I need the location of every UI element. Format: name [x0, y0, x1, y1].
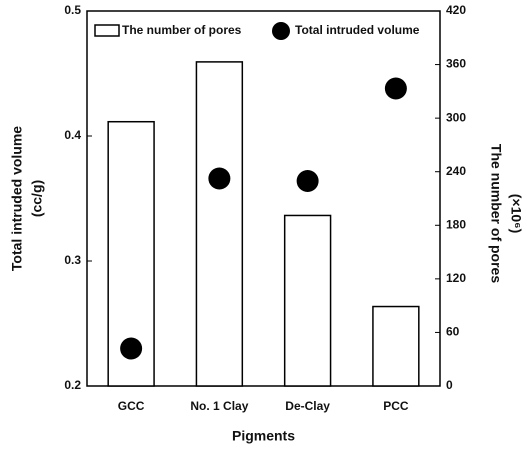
- legend-label: Total intruded volume: [295, 23, 420, 37]
- legend-label: The number of pores: [122, 23, 242, 37]
- y2-tick-label: 180: [446, 217, 466, 231]
- bar: [372, 305, 420, 387]
- y2-axis-title: The number of pores: [488, 144, 504, 283]
- y2-tick-label: 60: [446, 325, 460, 339]
- y-axis-title: Total intruded volume: [9, 126, 25, 271]
- y-tick-label: 0.5: [64, 3, 81, 17]
- y-axis-title: (cc/g): [29, 180, 45, 217]
- x-tick-label: No. 1 Clay: [190, 399, 248, 413]
- y2-tick-label: 120: [446, 271, 466, 285]
- x-tick-label: De-Clay: [285, 399, 330, 413]
- legend-swatch: [94, 24, 120, 37]
- x-axis-title: Pigments: [232, 428, 295, 444]
- y2-axis-title: (×10⁶): [508, 194, 524, 234]
- legend-swatch: [272, 22, 290, 40]
- y2-tick-label: 300: [446, 110, 466, 124]
- dot: [296, 170, 319, 192]
- y-tick-label: 0.2: [64, 378, 81, 392]
- bar: [283, 214, 332, 387]
- x-tick-label: GCC: [118, 399, 145, 413]
- bar: [195, 61, 244, 387]
- y2-tick-label: 0: [446, 378, 453, 392]
- plot-frame: [86, 10, 441, 387]
- x-tick-label: PCC: [383, 399, 409, 413]
- dot: [208, 167, 231, 190]
- y2-tick-label: 420: [446, 3, 466, 17]
- dot: [120, 337, 143, 360]
- y-tick-label: 0.4: [64, 128, 81, 142]
- y2-tick-label: 240: [446, 164, 466, 178]
- y-tick-label: 0.3: [64, 253, 81, 267]
- dot: [384, 77, 407, 100]
- y2-tick-label: 360: [446, 57, 466, 71]
